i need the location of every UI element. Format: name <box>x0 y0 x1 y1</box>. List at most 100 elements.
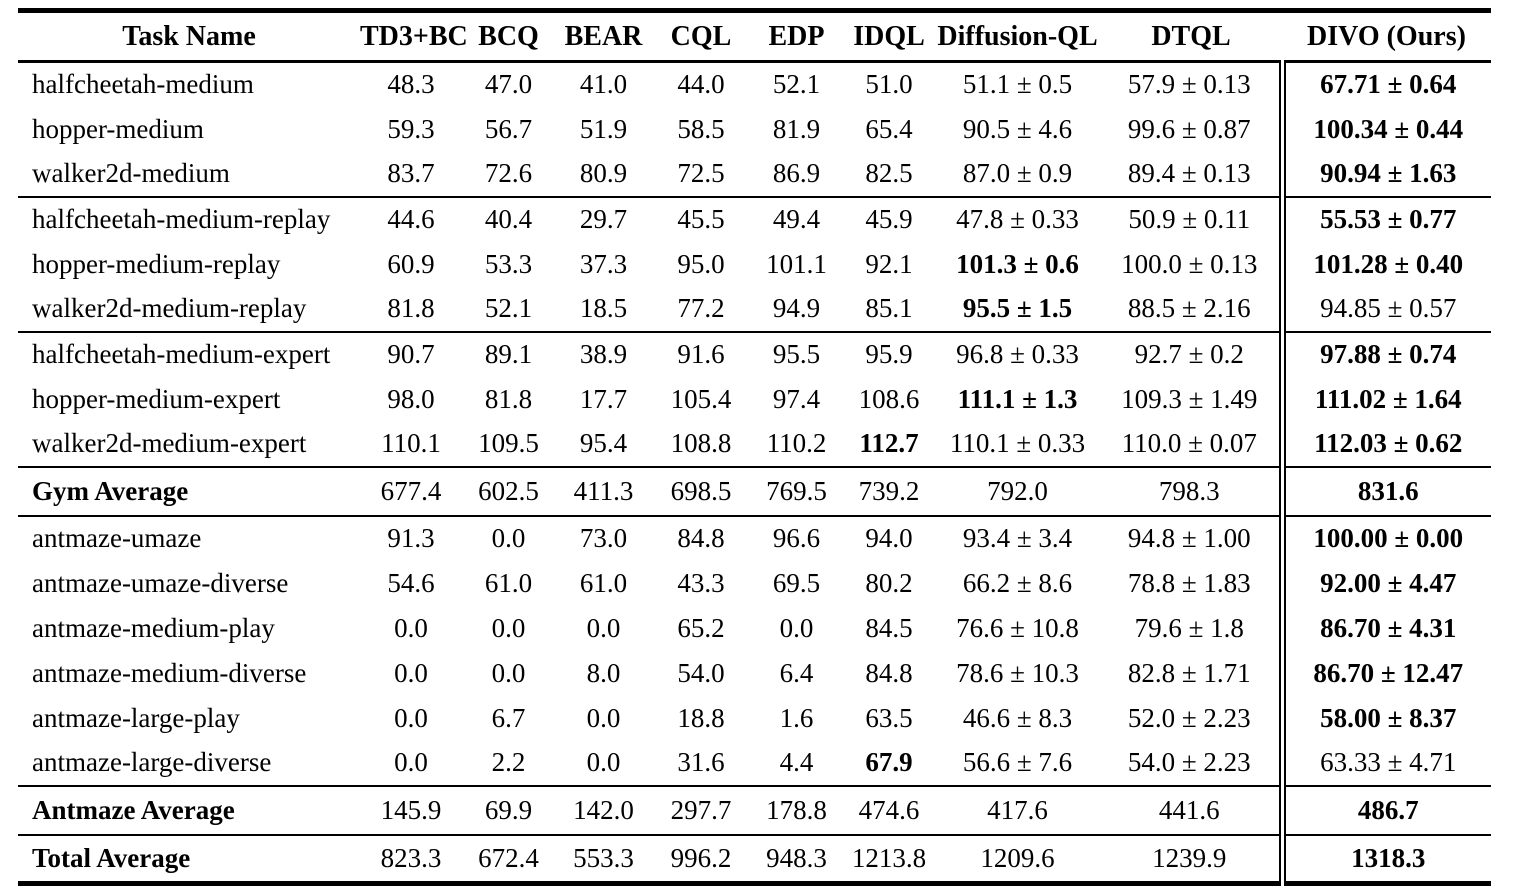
cell-diffusion-ql: 417.6 <box>987 794 1048 825</box>
table-row-halfcheetah-medium: halfcheetah-medium 48.3 47.0 41.0 44.0 52.1 51… <box>18 61 1491 107</box>
cell-divo-ours: 486.7 <box>1278 785 1491 835</box>
cell-edp: 96.6 <box>772 523 821 553</box>
cell-cql: 54.0 <box>677 657 725 688</box>
cell-diffusion-ql: 96.8 ± 0.33 <box>956 339 1079 369</box>
cell-td3-bc: 44.6 <box>387 204 435 234</box>
cell-dtql: 89.4 ± 0.13 <box>1127 158 1251 188</box>
cell-td3-bc: 0.0 <box>394 747 428 777</box>
task-name: Gym Average <box>32 475 189 506</box>
task-name: antmaze-umaze <box>32 523 202 553</box>
cell-bcq: 602.5 <box>478 475 539 506</box>
cell-idql: 45.9 <box>865 204 913 234</box>
cell-divo-ours: 831.6 <box>1278 466 1491 516</box>
cell-td3-bc: 59.3 <box>387 113 435 144</box>
cell-bcq: 109.5 <box>478 428 539 458</box>
cell-divo-ours: 90.94 ± 1.63 <box>1278 151 1491 197</box>
cell-divo-ours: 111.02 ± 1.64 <box>1278 376 1491 422</box>
cell-dtql: 50.9 ± 0.11 <box>1128 204 1251 234</box>
cell-idql: 82.5 <box>865 158 913 188</box>
results-table: Task Name TD3+BC BCQ BEAR CQL EDP IDQL Diffusio… <box>18 8 1491 886</box>
table-row-antmaze-medium-diverse: antmaze-medium-diverse 0.0 0.0 8.0 54.0 6.4 84… <box>18 650 1491 696</box>
task-name: hopper-medium-replay <box>32 248 281 279</box>
cell-bcq: 0.0 <box>491 612 526 643</box>
cell-bear: 0.0 <box>586 612 621 643</box>
cell-divo-ours: 86.70 ± 12.47 <box>1278 650 1491 696</box>
cell-bear: 553.3 <box>573 842 634 873</box>
cell-cql: 108.8 <box>670 428 732 458</box>
cell-bcq: 672.4 <box>478 842 539 873</box>
cell-idql: 95.9 <box>865 339 913 369</box>
cell-divo-ours: 58.00 ± 8.37 <box>1278 695 1491 741</box>
cell-diffusion-ql: 110.1 ± 0.33 <box>949 428 1086 458</box>
cell-diffusion-ql: 792.0 <box>987 475 1048 506</box>
cell-idql: 92.1 <box>865 248 913 279</box>
cell-idql: 80.2 <box>865 567 913 598</box>
task-name: Total Average <box>32 842 191 873</box>
cell-idql: 1213.8 <box>851 842 927 873</box>
column-header-task-name: Task Name <box>122 20 256 52</box>
column-header-divo-ours: DIVO (Ours) <box>1307 20 1466 52</box>
cell-edp: 101.1 <box>766 248 827 279</box>
cell-cql: 996.2 <box>670 842 732 873</box>
cell-bcq: 52.1 <box>484 293 533 323</box>
task-name: halfcheetah-medium-replay <box>32 204 331 234</box>
cell-td3-bc: 110.1 <box>381 428 441 458</box>
cell-edp: 86.9 <box>772 158 821 188</box>
cell-bcq: 69.9 <box>484 794 533 825</box>
table-row-antmaze-large-play: antmaze-large-play 0.0 6.7 0.0 18.8 1.6 63.5 46… <box>18 695 1491 741</box>
cell-dtql: 1239.9 <box>1152 842 1227 873</box>
cell-idql: 85.1 <box>865 293 913 323</box>
cell-td3-bc: 0.0 <box>394 657 428 688</box>
group-total-average: Total Average 823.3 672.4 553.3 996.2 948.3 12… <box>18 834 1491 884</box>
cell-diffusion-ql: 93.4 ± 3.4 <box>962 523 1073 553</box>
task-name: Antmaze Average <box>32 794 235 825</box>
cell-idql: 108.6 <box>858 383 920 414</box>
cell-bear: 8.0 <box>586 657 621 688</box>
group-gym-medium-expert: halfcheetah-medium-expert 90.7 89.1 38.9 91.… <box>18 331 1491 467</box>
cell-divo-ours: 86.70 ± 4.31 <box>1278 605 1491 651</box>
cell-td3-bc: 823.3 <box>380 842 442 873</box>
task-name: halfcheetah-medium <box>32 69 254 100</box>
cell-bear: 61.0 <box>579 567 628 598</box>
cell-bear: 142.0 <box>573 794 634 825</box>
cell-bear: 51.9 <box>579 113 628 144</box>
cell-bear: 0.0 <box>586 747 621 777</box>
cell-dtql: 100.0 ± 0.13 <box>1121 248 1258 279</box>
cell-td3-bc: 60.9 <box>387 248 435 279</box>
cell-idql: 94.0 <box>865 523 913 553</box>
cell-bcq: 61.0 <box>484 567 533 598</box>
cell-cql: 105.4 <box>670 383 732 414</box>
cell-idql: 112.7 <box>859 428 919 458</box>
cell-bcq: 0.0 <box>491 657 526 688</box>
cell-dtql: 52.0 ± 2.23 <box>1127 702 1251 733</box>
cell-bear: 411.3 <box>573 475 634 506</box>
cell-bear: 37.3 <box>579 248 628 279</box>
cell-bear: 41.0 <box>579 69 628 100</box>
cell-bear: 0.0 <box>586 702 621 733</box>
cell-diffusion-ql: 111.1 ± 1.3 <box>957 383 1078 414</box>
cell-bcq: 0.0 <box>491 523 526 553</box>
cell-td3-bc: 81.8 <box>387 293 435 323</box>
cell-cql: 18.8 <box>677 702 725 733</box>
cell-cql: 45.5 <box>677 204 725 234</box>
cell-bcq: 6.7 <box>491 702 526 733</box>
column-header-edp: EDP <box>768 20 825 52</box>
cell-edp: 97.4 <box>772 383 821 414</box>
table-row-antmaze-umaze: antmaze-umaze 91.3 0.0 73.0 84.8 96.6 94.0 93.4… <box>18 515 1491 561</box>
table-row-total-average: Total Average 823.3 672.4 553.3 996.2 948.3 12… <box>18 834 1491 884</box>
task-name: antmaze-large-diverse <box>32 747 272 777</box>
table-row-antmaze-average: Antmaze Average 145.9 69.9 142.0 297.7 178.8 4… <box>18 785 1491 835</box>
cell-td3-bc: 48.3 <box>387 69 435 100</box>
table-row-walker2d-medium-replay: walker2d-medium-replay 81.8 52.1 18.5 77.2 94… <box>18 286 1491 332</box>
task-name: walker2d-medium-expert <box>32 428 307 458</box>
cell-dtql: 441.6 <box>1158 794 1220 825</box>
table-row-gym-average: Gym Average 677.4 602.5 411.3 698.5 769.5 739.… <box>18 466 1491 516</box>
cell-dtql: 94.8 ± 1.00 <box>1127 523 1251 553</box>
task-name: antmaze-large-play <box>32 702 240 733</box>
cell-cql: 58.5 <box>677 113 725 144</box>
cell-cql: 43.3 <box>677 567 725 598</box>
cell-edp: 6.4 <box>779 657 814 688</box>
cell-divo-ours: 55.53 ± 0.77 <box>1278 196 1491 242</box>
cell-td3-bc: 90.7 <box>387 339 435 369</box>
